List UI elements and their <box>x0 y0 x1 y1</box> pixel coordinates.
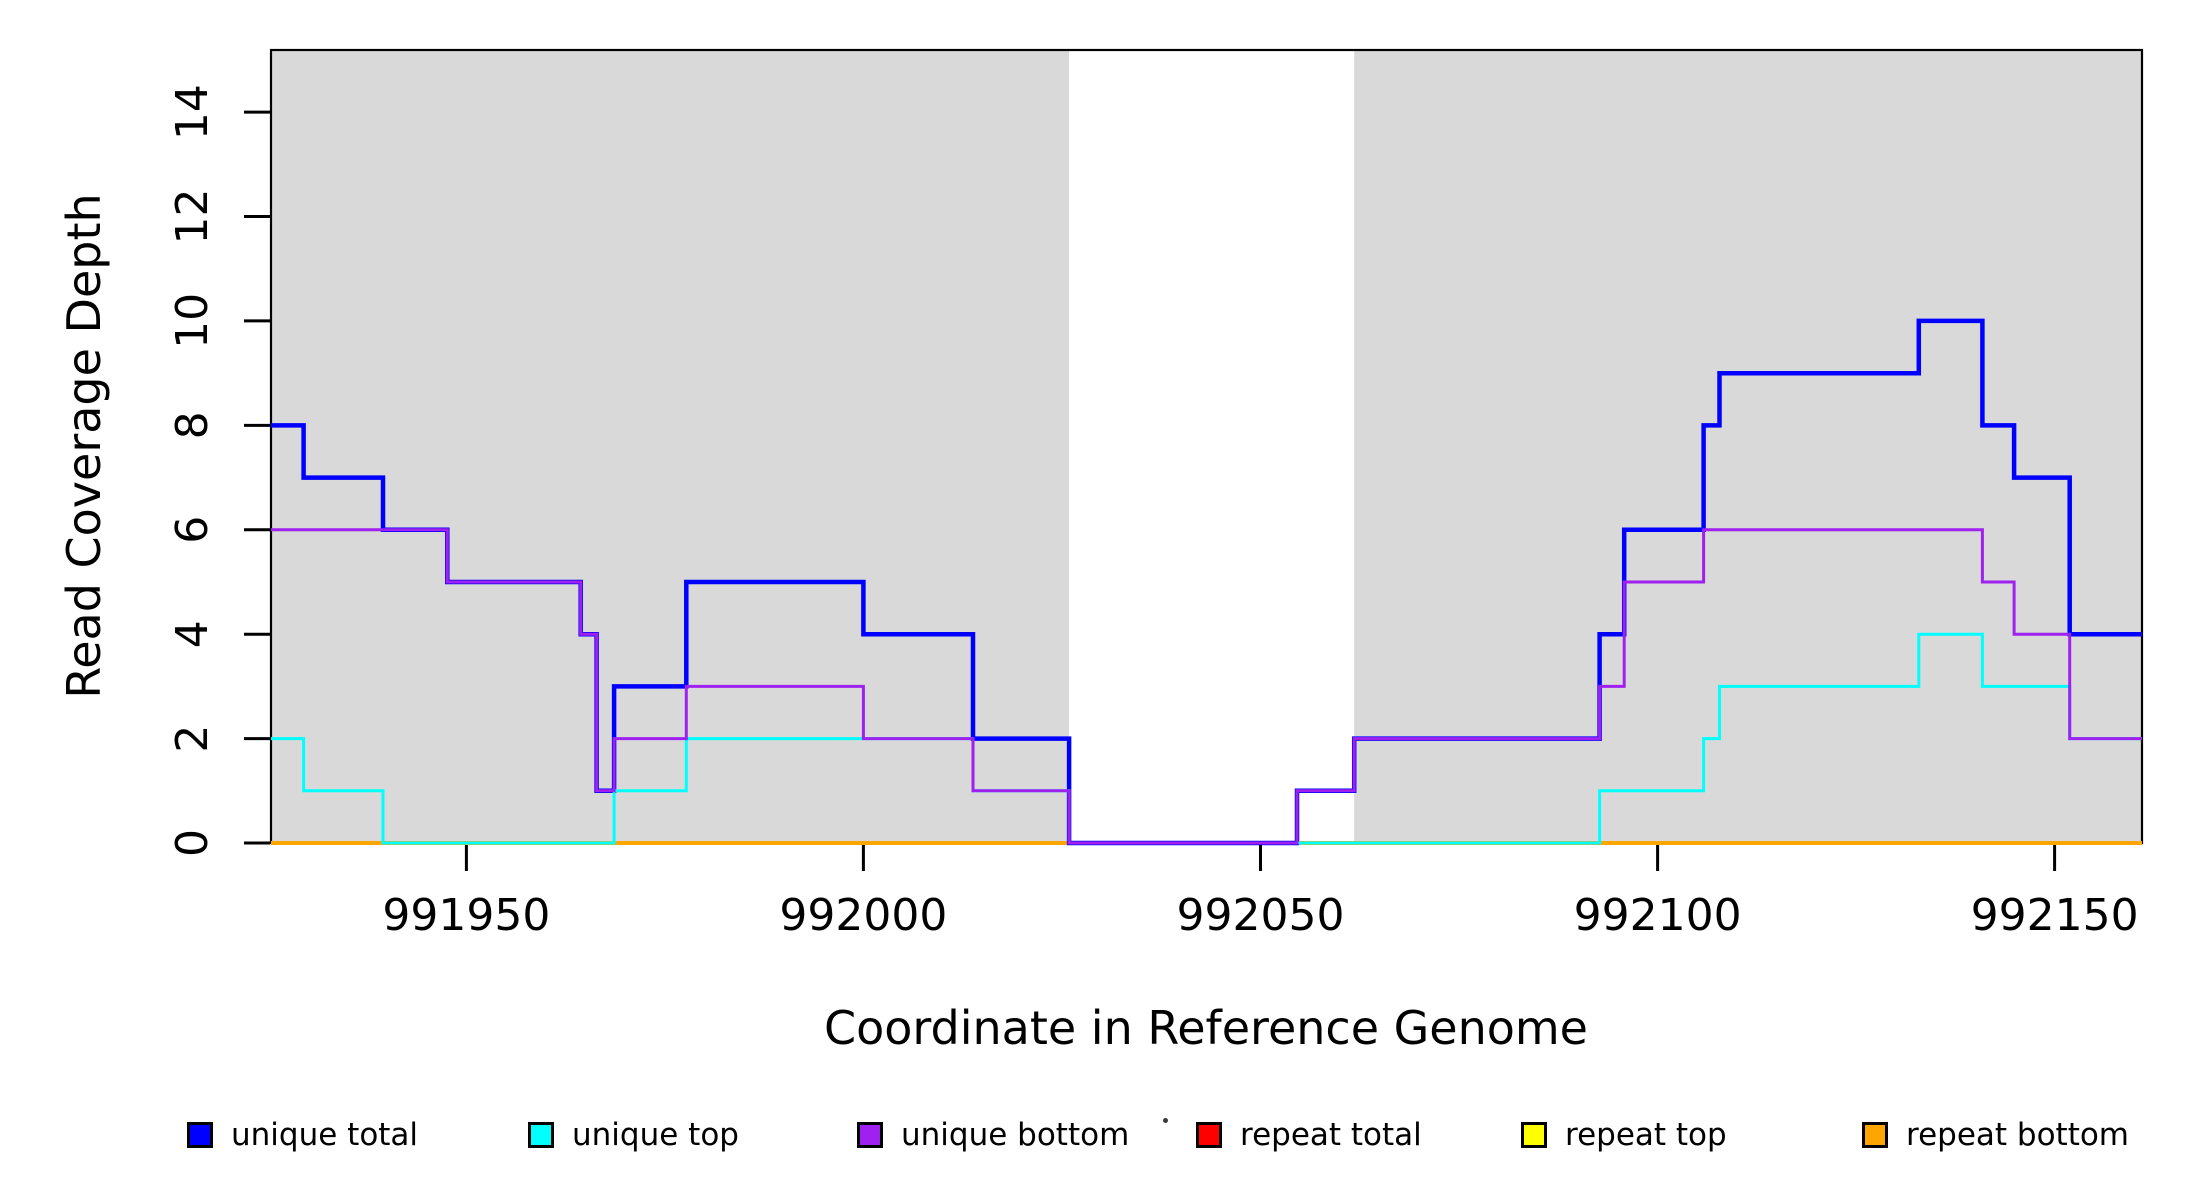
y-tick-label: 12 <box>167 189 218 245</box>
x-tick-label: 992150 <box>1971 890 2139 941</box>
x-tick-label: 991950 <box>382 890 550 941</box>
unique-region-shade <box>271 51 1070 842</box>
y-tick-label: 10 <box>167 293 218 349</box>
y-tick-label: 8 <box>167 411 218 439</box>
x-tick-label: 992000 <box>779 890 947 941</box>
x-axis-title: Coordinate in Reference Genome <box>824 1001 1588 1055</box>
y-tick-label: 14 <box>167 84 218 140</box>
x-tick-label: 992100 <box>1574 890 1742 941</box>
y-tick-label: 0 <box>167 829 218 857</box>
y-axis-title: Read Coverage Depth <box>57 193 111 699</box>
unique-region-shade <box>1354 51 2142 842</box>
series-unique-top <box>271 632 2142 845</box>
y-tick-label: 6 <box>167 516 218 544</box>
x-tick-label: 992050 <box>1177 890 1345 941</box>
y-tick-label: 4 <box>167 620 218 648</box>
stray-dot <box>1163 1118 1168 1123</box>
series-unique-bottom <box>271 528 2142 845</box>
y-tick-label: 2 <box>167 725 218 753</box>
